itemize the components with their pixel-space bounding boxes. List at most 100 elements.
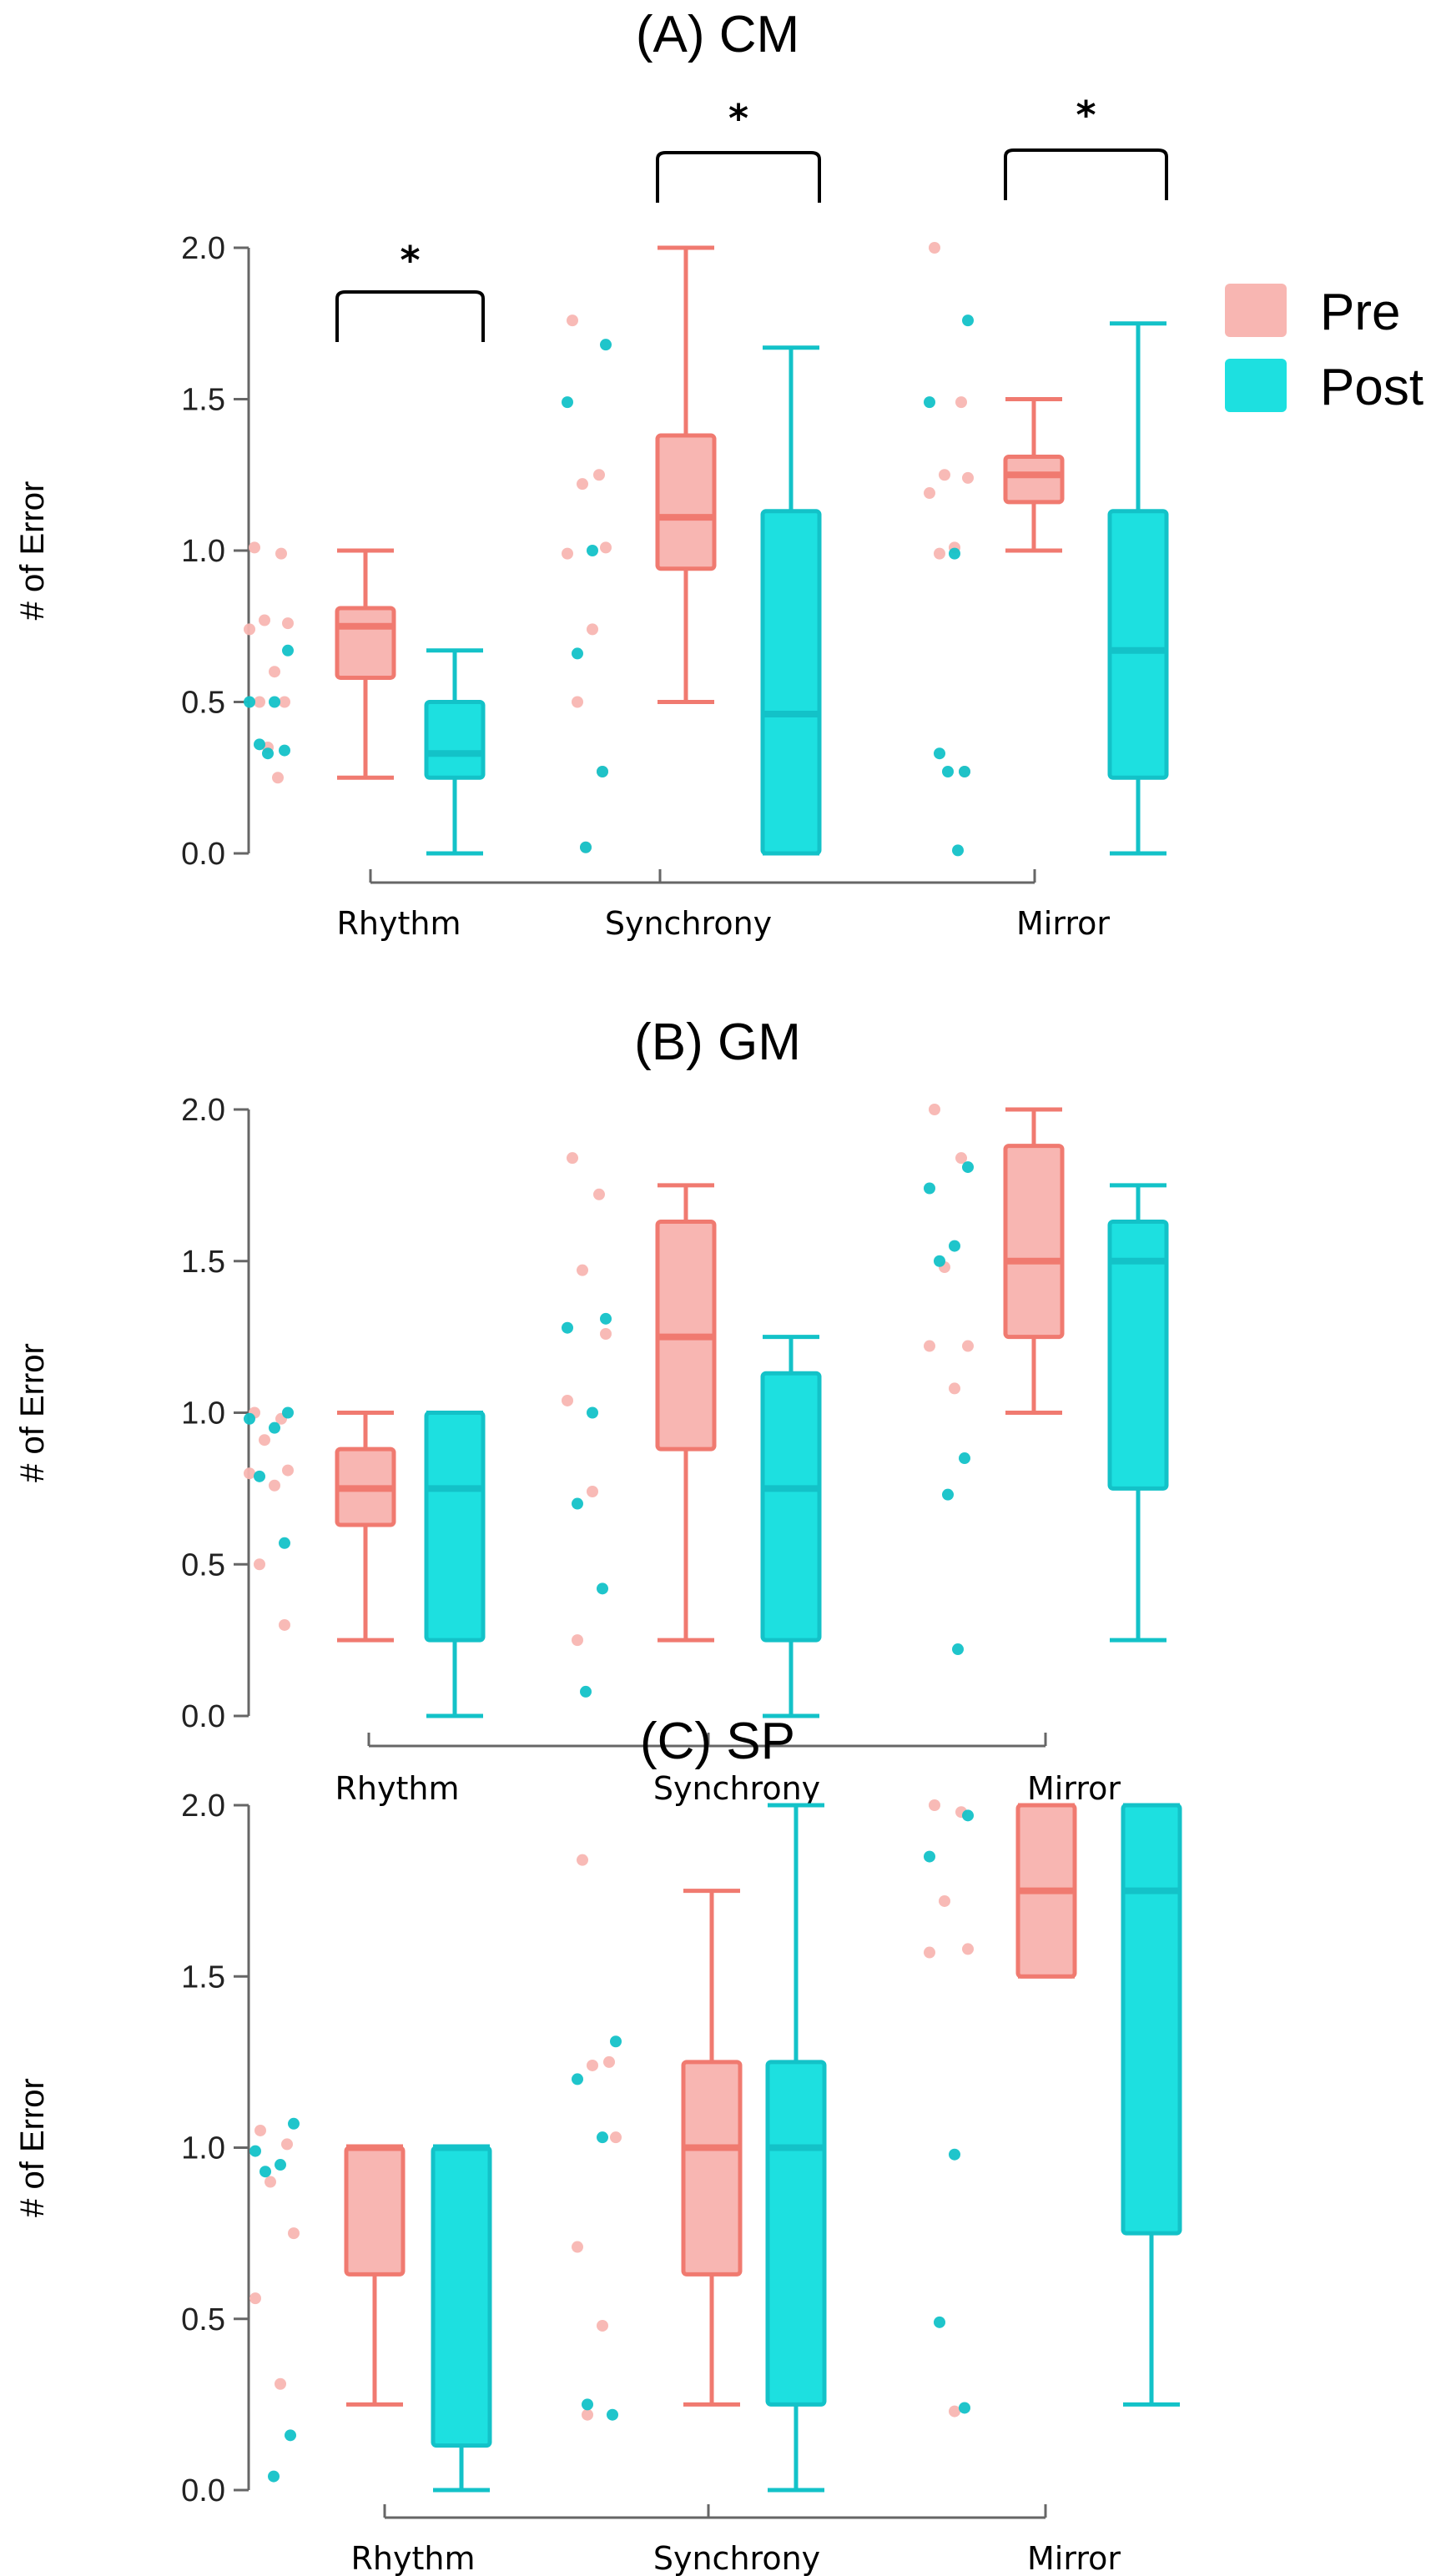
data-point-post — [587, 1406, 598, 1419]
data-point-post — [610, 2035, 622, 2048]
data-point-post — [562, 396, 573, 409]
data-point-pre — [949, 1382, 960, 1395]
data-point-pre — [587, 1486, 598, 1498]
data-point-post — [952, 1643, 964, 1656]
x-tick-label: Synchrony — [653, 1770, 820, 1807]
box-iqr — [335, 606, 396, 680]
data-point-pre — [939, 469, 950, 481]
data-point-pre — [593, 469, 605, 481]
x-tick-label: Mirror — [1027, 1770, 1121, 1807]
data-point-pre — [254, 696, 265, 708]
data-point-post — [587, 545, 598, 556]
y-tick-label: 1.0 — [181, 534, 225, 569]
data-point-pre — [929, 242, 940, 254]
data-point-post — [959, 1452, 970, 1465]
data-point-post — [962, 314, 974, 327]
data-point-post — [244, 1412, 255, 1425]
data-point-post — [952, 844, 964, 857]
y-tick-label: 0.0 — [181, 2473, 225, 2508]
data-point-pre — [567, 1152, 578, 1165]
data-point-post — [282, 644, 294, 657]
data-point-post — [924, 1850, 935, 1863]
box-iqr — [424, 700, 486, 780]
data-point-pre — [924, 1946, 935, 1959]
data-point-post — [934, 747, 945, 760]
data-point-pre — [269, 666, 280, 678]
x-tick-label: Rhythm — [337, 905, 461, 942]
significance-marker: * — [400, 238, 420, 283]
data-point-post — [607, 2408, 618, 2421]
y-tick-label: 2.0 — [181, 1789, 225, 1824]
data-point-post — [254, 1470, 265, 1482]
legend-label-post: Post — [1320, 359, 1423, 416]
data-point-pre — [269, 1479, 280, 1492]
data-point-post — [934, 1255, 945, 1267]
data-point-post — [597, 765, 608, 777]
data-point-post — [572, 647, 583, 660]
data-point-post — [275, 2159, 286, 2171]
data-point-pre — [962, 1943, 974, 1955]
box-pre-mirror — [1015, 1803, 1077, 1979]
data-point-post — [259, 2166, 271, 2178]
data-point-pre — [600, 1327, 612, 1340]
y-tick-label: 1.0 — [181, 1396, 225, 1431]
panel-title: (C) SP — [640, 1713, 795, 1770]
data-point-pre — [275, 547, 287, 560]
y-tick-label: 0.5 — [181, 1547, 225, 1582]
box-iqr — [431, 2146, 492, 2448]
data-point-pre — [562, 1394, 573, 1406]
legend: Pre Post — [1225, 284, 1423, 416]
data-point-pre — [934, 547, 945, 560]
data-point-post — [279, 744, 290, 757]
data-point-post — [285, 2429, 296, 2442]
legend-swatch-post — [1225, 359, 1287, 412]
data-point-post — [582, 2398, 593, 2411]
data-point-pre — [254, 2124, 266, 2136]
box-pre-synchrony — [655, 245, 717, 704]
data-point-pre — [249, 2292, 261, 2305]
box-iqr — [760, 509, 822, 856]
data-point-post — [597, 2131, 608, 2144]
data-point-pre — [572, 2241, 583, 2253]
box-pre-rhythm — [335, 548, 396, 780]
data-point-pre — [577, 1854, 588, 1866]
panel-2: (B) GM 0.0 0.5 1.0 1.5 2.0 # of Error Rhythm Syn… — [14, 1014, 1169, 1807]
data-point-pre — [924, 487, 935, 500]
panel-3: (C) SP 0.0 0.5 1.0 1.5 2.0 # of Error Rhythm Syn… — [14, 1713, 1182, 2576]
box-iqr — [1121, 1803, 1182, 2236]
data-point-pre — [929, 1799, 940, 1811]
x-tick-label: Mirror — [1016, 905, 1110, 942]
data-point-pre — [244, 1467, 255, 1480]
significance-bracket — [1004, 148, 1168, 200]
data-point-post — [572, 2073, 583, 2085]
box-iqr — [1003, 454, 1065, 505]
data-point-pre — [577, 1264, 588, 1276]
box-pre-rhythm — [344, 2144, 406, 2407]
box-post-rhythm — [424, 648, 486, 856]
data-point-pre — [275, 2377, 286, 2390]
data-point-pre — [603, 2055, 615, 2068]
box-iqr — [344, 2146, 406, 2277]
data-point-post — [244, 696, 255, 708]
data-point-pre — [587, 623, 598, 636]
data-point-post — [942, 765, 954, 777]
data-point-post — [580, 1685, 592, 1698]
box-post-synchrony — [765, 1803, 827, 2493]
data-point-pre — [929, 1104, 940, 1115]
y-axis-label: # of Error — [14, 481, 51, 621]
data-point-post — [562, 1321, 573, 1334]
data-point-post — [959, 765, 970, 777]
data-point-pre — [282, 1464, 294, 1477]
data-point-pre — [254, 1558, 265, 1571]
data-point-pre — [939, 1894, 950, 1907]
box-pre-rhythm — [335, 1411, 396, 1643]
data-point-post — [279, 1537, 290, 1549]
data-point-post — [600, 1312, 612, 1325]
x-tick-label: Synchrony — [605, 905, 772, 942]
data-point-pre — [593, 1188, 605, 1200]
box-pre-synchrony — [681, 1889, 743, 2407]
data-point-post — [924, 396, 935, 409]
box-post-rhythm — [424, 1411, 486, 1718]
data-point-post — [580, 841, 592, 853]
